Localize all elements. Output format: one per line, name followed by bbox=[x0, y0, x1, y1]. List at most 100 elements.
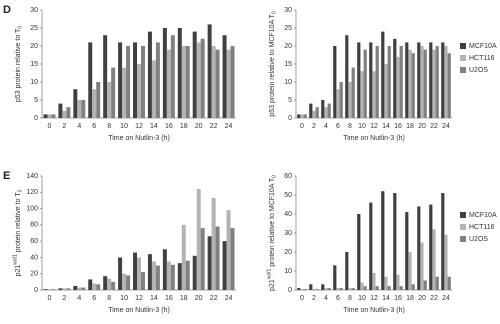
bar bbox=[103, 35, 108, 119]
bar bbox=[122, 67, 127, 118]
bar bbox=[321, 100, 325, 118]
y-tick-label: 60 bbox=[284, 173, 292, 180]
bar bbox=[103, 276, 108, 290]
y-label-sub: 0 bbox=[272, 175, 278, 178]
bar bbox=[375, 286, 379, 290]
bar bbox=[66, 107, 71, 118]
bar bbox=[58, 288, 63, 290]
y-label-sub: 0 bbox=[18, 26, 24, 29]
bar bbox=[215, 49, 220, 118]
bar bbox=[345, 35, 349, 119]
bar bbox=[324, 288, 328, 290]
bar bbox=[408, 252, 412, 290]
legend-label: HCT116 bbox=[469, 224, 495, 231]
bar bbox=[360, 71, 364, 118]
bar bbox=[200, 38, 205, 118]
bar bbox=[140, 272, 145, 290]
x-tick-label: 2 bbox=[312, 295, 316, 302]
legend-swatch bbox=[460, 224, 466, 230]
x-tick-label: 8 bbox=[348, 295, 352, 302]
y-axis-label: p21waf1 protein relative to MCF10A T0 bbox=[267, 175, 278, 291]
y-label-sup: waf1 bbox=[267, 269, 273, 280]
x-tick-label: 14 bbox=[150, 295, 158, 302]
bar bbox=[321, 284, 325, 290]
y-axis-label: p53 protein relative to T0 bbox=[15, 26, 24, 102]
bar bbox=[151, 60, 156, 118]
bar bbox=[423, 280, 427, 290]
bar bbox=[324, 107, 328, 118]
legend-label: MCF10A bbox=[469, 43, 497, 50]
x-tick-label: 20 bbox=[418, 123, 426, 130]
legend-label: MCF10A bbox=[469, 212, 497, 219]
bar bbox=[166, 49, 171, 118]
x-tick-label: 2 bbox=[312, 123, 316, 130]
bar bbox=[166, 261, 171, 290]
x-tick-label: 16 bbox=[394, 123, 402, 130]
bar bbox=[417, 206, 421, 290]
bar bbox=[411, 284, 415, 290]
bar bbox=[73, 285, 78, 290]
y-label-part: p53 protein relative to T bbox=[15, 28, 22, 102]
x-tick-label: 18 bbox=[406, 295, 414, 302]
bar bbox=[435, 276, 439, 290]
bar bbox=[369, 42, 373, 118]
bar bbox=[192, 31, 197, 119]
x-tick-label: 10 bbox=[358, 295, 366, 302]
x-tick-label: 18 bbox=[180, 295, 188, 302]
x-tick-label: 8 bbox=[107, 123, 111, 130]
x-tick-label: 4 bbox=[77, 123, 81, 130]
bar bbox=[118, 42, 123, 118]
bar bbox=[381, 191, 385, 290]
bar bbox=[215, 226, 220, 290]
bar bbox=[384, 64, 388, 118]
bar bbox=[447, 276, 451, 290]
bar bbox=[387, 46, 391, 118]
x-tick-label: 24 bbox=[442, 295, 450, 302]
bar bbox=[396, 56, 400, 118]
y-tick-label: 40 bbox=[30, 254, 38, 261]
x-tick-label: 20 bbox=[418, 295, 426, 302]
x-tick-label: 16 bbox=[165, 295, 173, 302]
bar bbox=[312, 289, 316, 290]
bar bbox=[185, 260, 190, 290]
bar bbox=[348, 288, 352, 290]
bar bbox=[399, 46, 403, 118]
x-axis-label: Time on Nutlin-3 (h) bbox=[108, 135, 170, 142]
y-label-sub: 0 bbox=[272, 11, 278, 14]
bar bbox=[66, 288, 71, 290]
bar bbox=[444, 46, 448, 118]
bar bbox=[151, 261, 156, 290]
x-tick-label: 14 bbox=[382, 295, 390, 302]
bar bbox=[357, 214, 361, 290]
y-label-part: protein relative to T bbox=[15, 192, 22, 254]
x-tick-label: 0 bbox=[48, 295, 52, 302]
bar bbox=[200, 228, 205, 290]
y-tick-label: 30 bbox=[284, 230, 292, 237]
bar bbox=[196, 42, 201, 118]
bar bbox=[162, 249, 167, 290]
bar bbox=[62, 288, 67, 290]
bar bbox=[51, 114, 56, 118]
bar bbox=[155, 265, 160, 290]
bar bbox=[363, 49, 367, 118]
legend-swatch bbox=[460, 212, 466, 218]
legend-label: U2OS bbox=[469, 236, 488, 243]
x-tick-label: 22 bbox=[210, 123, 218, 130]
x-tick-label: 12 bbox=[135, 295, 143, 302]
bar bbox=[43, 289, 48, 290]
y-tick-label: 30 bbox=[284, 7, 292, 14]
bar bbox=[411, 53, 415, 119]
bar bbox=[62, 110, 67, 118]
bar bbox=[122, 273, 127, 290]
bar bbox=[162, 28, 167, 118]
bar bbox=[137, 257, 141, 290]
y-tick-label: 80 bbox=[30, 222, 38, 229]
bar bbox=[423, 49, 427, 118]
bar bbox=[429, 204, 433, 290]
y-tick-label: 0 bbox=[34, 115, 38, 122]
panel-label: D bbox=[3, 4, 11, 16]
panel-label: E bbox=[3, 170, 10, 182]
bar bbox=[170, 264, 175, 290]
y-tick-label: 40 bbox=[284, 211, 292, 218]
